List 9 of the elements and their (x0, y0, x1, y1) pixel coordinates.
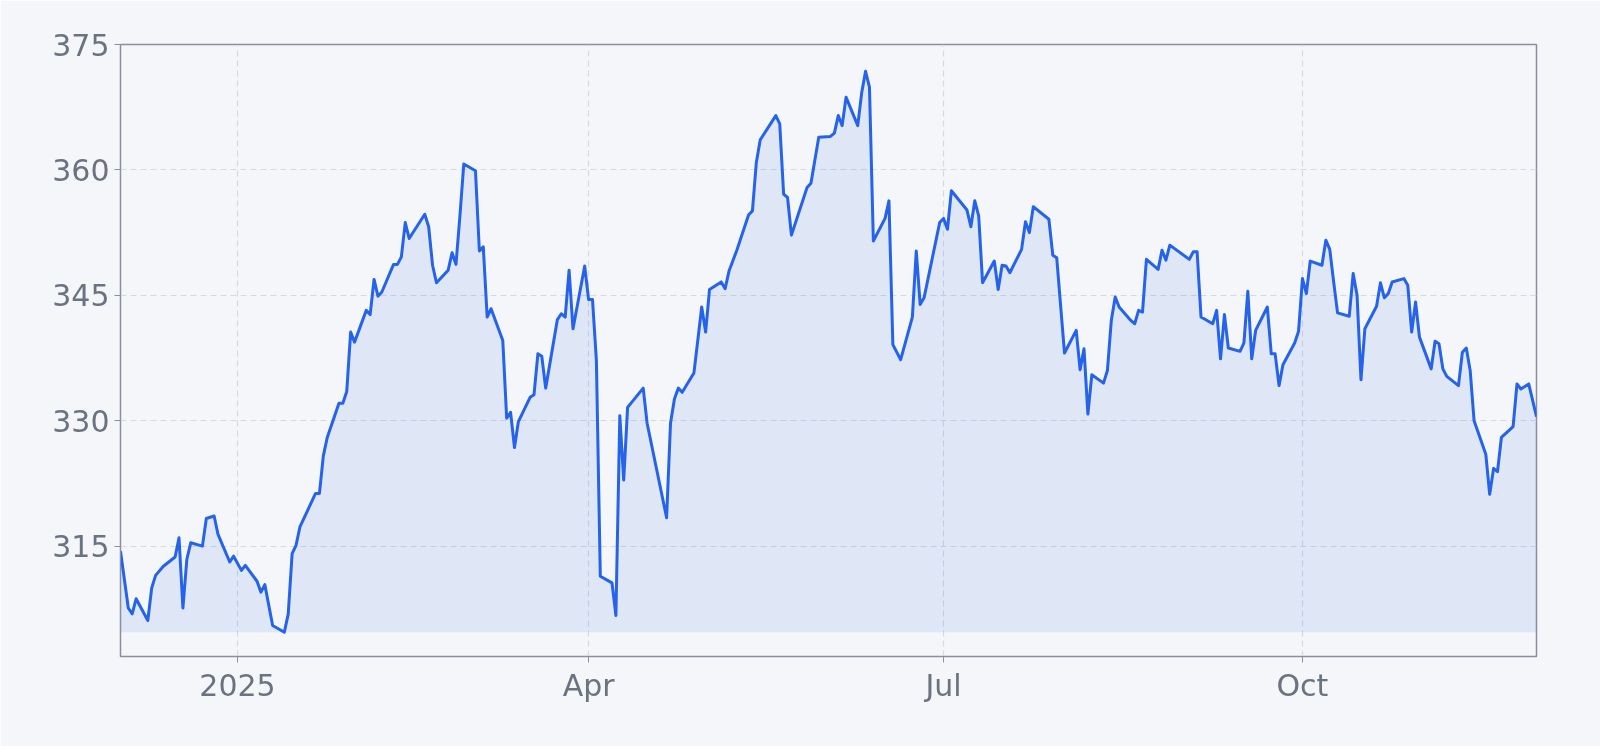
x-tick-label: Oct (1276, 667, 1329, 703)
y-tick-label: 345 (52, 278, 110, 314)
x-tick-label: 2025 (199, 667, 276, 703)
y-tick-label: 330 (52, 403, 110, 439)
y-tick-label: 360 (52, 152, 110, 188)
y-tick-label: 375 (52, 27, 110, 63)
x-tick-label: Jul (923, 667, 962, 703)
y-tick-label: 315 (52, 529, 110, 565)
x-tick-label: Apr (562, 667, 616, 703)
